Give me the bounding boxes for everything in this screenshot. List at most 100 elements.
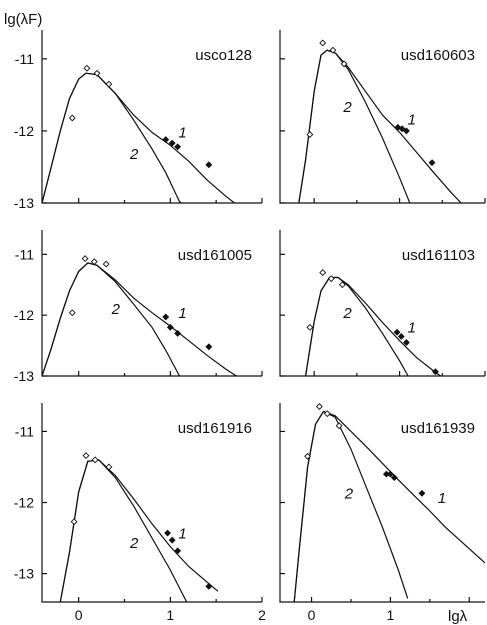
y-tick-label: -13: [14, 368, 34, 384]
x-tick-label: 1: [386, 607, 394, 623]
y-tick-label: -11: [15, 51, 34, 67]
data-point-open: [306, 323, 314, 331]
data-point-open: [81, 255, 89, 263]
data-point-open: [68, 309, 76, 317]
data-point-open: [105, 463, 113, 471]
x-tick-label: 1: [166, 607, 174, 623]
y-axis-title: lg(λF): [4, 11, 42, 28]
data-point-open: [83, 64, 91, 72]
curve-1: [42, 262, 237, 376]
panel-title: usd161103: [402, 247, 475, 264]
x-tick-label: 0: [308, 607, 316, 623]
curve-label-2: 2: [129, 146, 139, 163]
panel-title: usco128: [195, 47, 252, 64]
panel-usd161916: -13 -12 -11 0 1 2 usd161916 1 2: [14, 403, 266, 623]
panel-usd161939: 0 1 usd161939 1 2: [279, 403, 485, 623]
data-point-filled: [394, 123, 402, 131]
data-point-open: [340, 60, 348, 68]
data-point-filled: [162, 313, 170, 321]
curve-label-1: 1: [178, 305, 186, 322]
y-tick-label: -13: [14, 566, 34, 582]
curve-1: [298, 49, 462, 203]
panel-usd161103: usd161103 1 2: [279, 230, 486, 377]
data-point-open: [319, 39, 327, 47]
data-point-filled: [402, 339, 410, 346]
y-tick-label: -12: [14, 123, 34, 139]
data-point-open: [105, 80, 113, 88]
data-point-filled: [418, 489, 426, 497]
data-point-filled: [390, 474, 398, 482]
panel-usco128: -13 -12 -11 usco128 1 2: [14, 30, 263, 211]
curve-label-1: 1: [408, 111, 416, 128]
data-point-filled: [432, 368, 439, 376]
data-point-filled: [168, 536, 176, 544]
data-point-open: [90, 258, 98, 266]
curve-label-2: 2: [111, 301, 121, 318]
data-point-open: [323, 410, 331, 418]
x-tick-label: 2: [258, 607, 266, 623]
curve-2: [59, 459, 188, 602]
panel-title: usd161939: [401, 420, 475, 437]
data-point-filled: [174, 143, 182, 151]
data-point-open: [329, 46, 337, 54]
curve-1: [59, 459, 219, 602]
curve-label-2: 2: [129, 535, 139, 552]
curve-label-1: 1: [178, 526, 186, 543]
data-point-filled: [205, 343, 213, 351]
data-point-filled: [162, 136, 170, 144]
data-point-open: [306, 131, 314, 138]
curve-label-2: 2: [342, 99, 352, 116]
curve-label-1: 1: [438, 490, 446, 507]
data-point-filled: [166, 323, 174, 331]
data-point-open: [91, 456, 99, 464]
data-point-filled: [174, 547, 182, 555]
curve-1: [305, 276, 441, 376]
curve-label-1: 1: [408, 320, 416, 337]
data-point-open: [70, 518, 78, 526]
data-point-open: [335, 422, 343, 430]
data-point-open: [82, 452, 90, 460]
curve-1: [42, 72, 235, 203]
y-tick-label: -13: [14, 195, 34, 211]
curve-label-2: 2: [344, 485, 354, 502]
x-tick-label: 0: [75, 607, 83, 623]
y-tick-label: -12: [14, 307, 34, 323]
y-tick-label: -12: [14, 495, 34, 511]
x-axis-title: lgλ: [448, 608, 468, 625]
data-point-filled: [174, 329, 182, 337]
panel-title: usd161005: [178, 247, 252, 264]
data-point-filled: [428, 159, 436, 167]
data-point-filled: [393, 328, 401, 336]
axes-frame: [279, 403, 485, 603]
curve-2: [298, 49, 411, 203]
data-point-filled: [168, 139, 176, 147]
curve-label-1: 1: [178, 124, 186, 141]
data-point-open: [93, 69, 101, 77]
panel-title: usd161916: [178, 420, 252, 437]
data-point-open: [304, 452, 312, 460]
curve-2: [305, 276, 409, 376]
data-point-open: [319, 269, 327, 277]
data-point-filled: [205, 161, 213, 169]
data-point-filled: [398, 125, 406, 133]
panels-group: -13 -12 -11 usco128 1 2 usd160603 1 2 -13 -12 -11 us…: [14, 30, 486, 623]
data-point-open: [315, 403, 323, 410]
panel-usd161005: -13 -12 -11 usd161005 1 2: [14, 230, 263, 384]
data-point-open: [338, 281, 346, 289]
data-point-open: [102, 260, 110, 268]
curve-label-2: 2: [342, 305, 352, 322]
curve-2: [42, 262, 181, 376]
panel-title: usd160603: [401, 47, 475, 64]
data-point-open: [68, 114, 76, 122]
curve-2: [293, 410, 409, 602]
data-point-filled: [386, 470, 394, 478]
data-point-filled: [205, 582, 213, 590]
data-point-filled: [402, 127, 410, 135]
curve-1: [293, 410, 485, 602]
data-point-open: [327, 275, 335, 283]
panel-usd160603: usd160603 1 2: [279, 30, 486, 204]
data-point-filled: [164, 529, 172, 537]
y-tick-label: -11: [15, 246, 34, 262]
data-point-filled: [397, 333, 405, 340]
